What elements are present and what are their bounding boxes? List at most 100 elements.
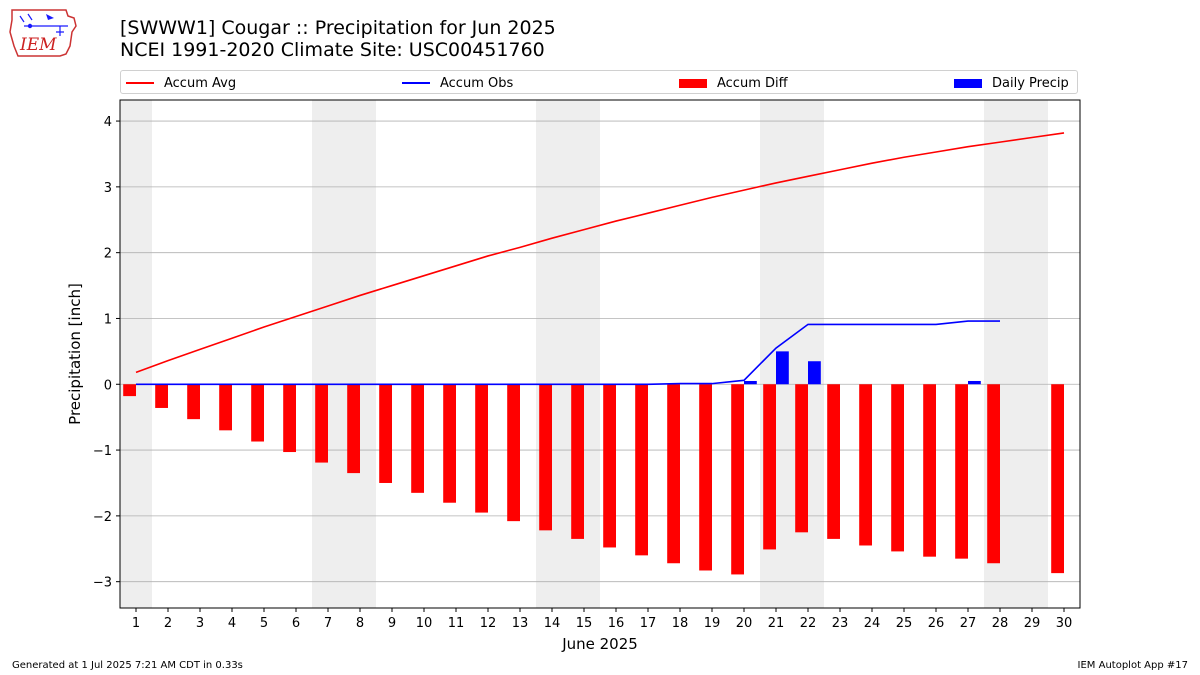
x-tick-label: 20 bbox=[736, 616, 753, 631]
accum-diff-bar bbox=[507, 384, 520, 522]
x-tick-label: 21 bbox=[768, 616, 785, 631]
accum-diff-bar bbox=[699, 384, 712, 571]
y-axis-label: Precipitation [inch] bbox=[66, 283, 84, 425]
x-tick-label: 4 bbox=[228, 616, 236, 631]
bars bbox=[123, 351, 1064, 575]
accum-diff-bar bbox=[539, 384, 552, 531]
x-tick-label: 30 bbox=[1056, 616, 1073, 631]
accum-diff-bar bbox=[283, 384, 296, 453]
y-tick-label: −2 bbox=[93, 510, 112, 525]
legend-item-accum-obs: Accum Obs bbox=[402, 74, 513, 92]
x-tick-label: 17 bbox=[640, 616, 657, 631]
accum-diff-bar bbox=[475, 384, 488, 513]
axis-ticks: 1 2 3 4 5 6 7 8 9 10 11 12 13 14 15 16 17 18 19 20 21 22 23 24 2… bbox=[93, 115, 1072, 631]
x-tick-label: 25 bbox=[896, 616, 913, 631]
x-tick-label: 22 bbox=[800, 616, 817, 631]
legend-swatch-daily-precip bbox=[954, 78, 982, 88]
x-tick-label: 26 bbox=[928, 616, 945, 631]
accum-diff-bar bbox=[315, 384, 328, 463]
weekend-shade-band bbox=[120, 100, 152, 608]
accum-diff-bar bbox=[923, 384, 936, 557]
accum-avg-line bbox=[135, 132, 1065, 374]
footer-generated: Generated at 1 Jul 2025 7:21 AM CDT in 0… bbox=[12, 660, 243, 671]
daily-precip-bar bbox=[808, 361, 821, 385]
accum-diff-bar bbox=[667, 384, 680, 564]
x-tick-label: 3 bbox=[196, 616, 204, 631]
legend-swatch-accum-avg bbox=[126, 82, 154, 84]
accum-diff-bar bbox=[635, 384, 648, 556]
legend-item-daily-precip: Daily Precip bbox=[954, 74, 1069, 92]
accum-diff-bar bbox=[763, 384, 776, 550]
accum-diff-bar bbox=[827, 384, 840, 539]
weekend-shade-band bbox=[536, 100, 568, 608]
x-tick-label: 8 bbox=[356, 616, 364, 631]
x-tick-label: 2 bbox=[164, 616, 172, 631]
x-tick-label: 29 bbox=[1024, 616, 1041, 631]
accum-diff-bar bbox=[571, 384, 584, 539]
legend-label-accum-avg: Accum Avg bbox=[164, 75, 237, 91]
logo-text: IEM bbox=[19, 35, 57, 55]
weekend-shade-band bbox=[312, 100, 344, 608]
weekend-shade-band bbox=[344, 100, 376, 608]
y-tick-label: 4 bbox=[104, 115, 112, 130]
daily-precip-bar bbox=[968, 380, 981, 385]
accum-diff-bar bbox=[187, 384, 200, 420]
accum-obs-line bbox=[136, 320, 1000, 386]
accum-diff-bar bbox=[955, 384, 968, 559]
x-tick-label: 16 bbox=[608, 616, 625, 631]
plot-frame bbox=[119, 99, 1081, 609]
legend-swatch-accum-obs bbox=[402, 82, 430, 84]
accum-diff-bar bbox=[123, 384, 136, 397]
daily-precip-bar bbox=[776, 351, 789, 385]
y-tick-label: 1 bbox=[104, 312, 112, 327]
x-tick-label: 1 bbox=[132, 616, 140, 631]
legend: Accum Avg Accum Obs Accum Diff Daily Pre… bbox=[120, 70, 1078, 94]
accum-diff-bar bbox=[251, 384, 264, 442]
accum-diff-bar bbox=[411, 384, 424, 493]
accum-diff-bar bbox=[603, 384, 616, 548]
chart-title: [SWWW1] Cougar :: Precipitation for Jun … bbox=[120, 17, 556, 39]
x-tick-label: 13 bbox=[512, 616, 529, 631]
y-tick-label: −3 bbox=[93, 576, 112, 591]
x-tick-label: 7 bbox=[324, 616, 332, 631]
footer-app: IEM Autoplot App #17 bbox=[1077, 660, 1188, 671]
accum-diff-bar bbox=[731, 384, 744, 575]
x-tick-label: 18 bbox=[672, 616, 689, 631]
accum-diff-bar bbox=[219, 384, 232, 431]
x-tick-label: 28 bbox=[992, 616, 1009, 631]
chart-subtitle: NCEI 1991-2020 Climate Site: USC00451760 bbox=[120, 39, 545, 61]
legend-label-accum-obs: Accum Obs bbox=[440, 75, 514, 91]
x-tick-label: 6 bbox=[292, 616, 300, 631]
accum-diff-bar bbox=[347, 384, 360, 474]
accum-diff-bar bbox=[859, 384, 872, 546]
iem-logo: IEM bbox=[9, 9, 77, 57]
x-tick-label: 10 bbox=[416, 616, 433, 631]
weekend-shade-band bbox=[1016, 100, 1048, 608]
lines bbox=[135, 132, 1065, 386]
accum-diff-bar bbox=[891, 384, 904, 552]
legend-swatch-accum-diff bbox=[679, 78, 707, 88]
x-axis-label: June 2025 bbox=[561, 635, 638, 653]
x-tick-label: 9 bbox=[388, 616, 396, 631]
accum-diff-bar bbox=[155, 384, 168, 408]
legend-label-daily-precip: Daily Precip bbox=[992, 75, 1069, 91]
legend-label-accum-diff: Accum Diff bbox=[717, 75, 788, 91]
accum-diff-bar bbox=[379, 384, 392, 483]
x-tick-label: 15 bbox=[576, 616, 593, 631]
daily-precip-bar bbox=[744, 380, 757, 385]
x-tick-label: 11 bbox=[448, 616, 465, 631]
accum-diff-bar bbox=[987, 384, 1000, 564]
legend-item-accum-avg: Accum Avg bbox=[126, 74, 236, 92]
x-tick-label: 14 bbox=[544, 616, 561, 631]
x-tick-label: 5 bbox=[260, 616, 268, 631]
y-tick-label: 2 bbox=[104, 247, 112, 262]
accum-diff-bar bbox=[795, 384, 808, 533]
x-tick-label: 23 bbox=[832, 616, 849, 631]
x-tick-label: 27 bbox=[960, 616, 977, 631]
legend-item-accum-diff: Accum Diff bbox=[679, 74, 788, 92]
x-tick-label: 24 bbox=[864, 616, 881, 631]
x-tick-label: 12 bbox=[480, 616, 497, 631]
y-tick-label: 3 bbox=[104, 181, 112, 196]
accum-diff-bar bbox=[1051, 384, 1064, 574]
